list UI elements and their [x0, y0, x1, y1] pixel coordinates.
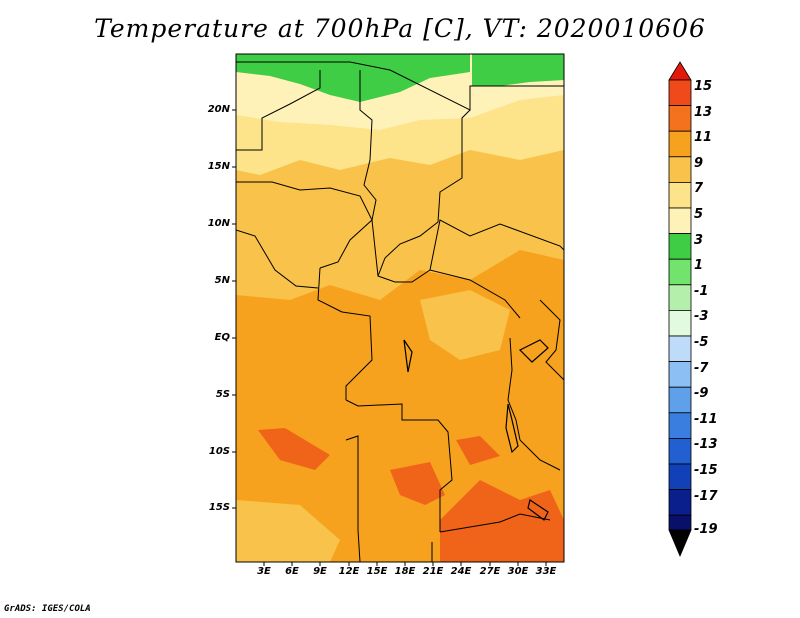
- colorbar-seg: [668, 233, 692, 260]
- lat-label: 10S: [208, 446, 230, 457]
- colorbar-label: 5: [694, 207, 704, 222]
- colorbar-label: -9: [694, 386, 709, 401]
- lon-label: 6E: [285, 566, 299, 577]
- colorbar-seg: [668, 309, 692, 337]
- colorbar-seg: [668, 437, 692, 465]
- lat-label: 20N: [207, 104, 230, 115]
- lat-label: 5N: [214, 275, 230, 286]
- colorbar-bottom-arrow: [668, 529, 692, 558]
- lat-label: 5S: [215, 389, 230, 400]
- lon-label: 21E: [422, 566, 444, 577]
- colorbar-seg: [668, 79, 692, 107]
- temperature-field: [236, 54, 564, 562]
- lon-label: 18E: [394, 566, 416, 577]
- colorbar-seg: [668, 284, 692, 311]
- hot-patch-sw: [258, 428, 330, 470]
- hot-patch-center: [390, 462, 445, 505]
- country-borders: [236, 61, 564, 562]
- colorbar-seg: [668, 105, 692, 132]
- lon-label: 3E: [257, 566, 271, 577]
- axis-ticks: [232, 109, 547, 566]
- colorbar-seg: [668, 361, 692, 388]
- colorbar-label: -19: [694, 522, 718, 537]
- colorbar-label: -1: [694, 284, 709, 299]
- colorbar-label: -5: [694, 335, 709, 350]
- colorbar-label: -13: [694, 437, 718, 452]
- lat-label: 15N: [207, 161, 230, 172]
- colorbar-seg: [668, 489, 692, 516]
- lon-label: 27E: [479, 566, 501, 577]
- colorbar-seg: [668, 181, 692, 209]
- colorbar-seg: [668, 514, 692, 531]
- colorbar-seg: [668, 412, 692, 439]
- lat-label: EQ: [214, 332, 230, 343]
- lon-label: 12E: [338, 566, 360, 577]
- map-frame: [235, 53, 565, 563]
- green-cold-west: [236, 54, 470, 102]
- band-warm-south: [236, 500, 340, 562]
- colorbar-label: -7: [694, 361, 709, 376]
- colorbar-label: 15: [694, 79, 713, 94]
- lat-label: 10N: [207, 218, 230, 229]
- colorbar-label: 9: [694, 156, 704, 171]
- colorbar-label: 1: [694, 258, 704, 273]
- colorbar-seg: [668, 258, 692, 286]
- colorbar-seg: [668, 386, 692, 414]
- hot-patch-east: [456, 436, 500, 465]
- colorbar-label: -3: [694, 309, 709, 324]
- colorbar: [668, 61, 692, 558]
- lon-label: 9E: [313, 566, 327, 577]
- green-cold-east: [472, 54, 564, 86]
- colorbar-label: -17: [694, 489, 718, 504]
- colorbar-label: 7: [694, 181, 704, 196]
- lon-label: 15E: [366, 566, 388, 577]
- chart-title: Temperature at 700hPa [C], VT: 202001060…: [94, 14, 706, 43]
- lon-label: 24E: [450, 566, 472, 577]
- colorbar-top-arrow: [668, 61, 692, 81]
- colorbar-seg: [668, 463, 692, 491]
- lon-label: 30E: [507, 566, 529, 577]
- lakes: [403, 339, 549, 521]
- grads-credit: GrADS: IGES/COLA: [4, 604, 91, 614]
- colorbar-seg: [668, 335, 692, 363]
- colorbar-seg: [668, 156, 692, 183]
- lon-label: 33E: [535, 566, 557, 577]
- colorbar-seg: [668, 130, 692, 158]
- band-warm-central: [420, 290, 510, 360]
- colorbar-label: 11: [694, 130, 713, 145]
- colorbar-label: 3: [694, 233, 704, 248]
- colorbar-label: -11: [694, 412, 718, 427]
- colorbar-label: 13: [694, 105, 713, 120]
- colorbar-seg: [668, 207, 692, 235]
- colorbar-label: -15: [694, 463, 718, 478]
- lat-label: 15S: [208, 502, 230, 513]
